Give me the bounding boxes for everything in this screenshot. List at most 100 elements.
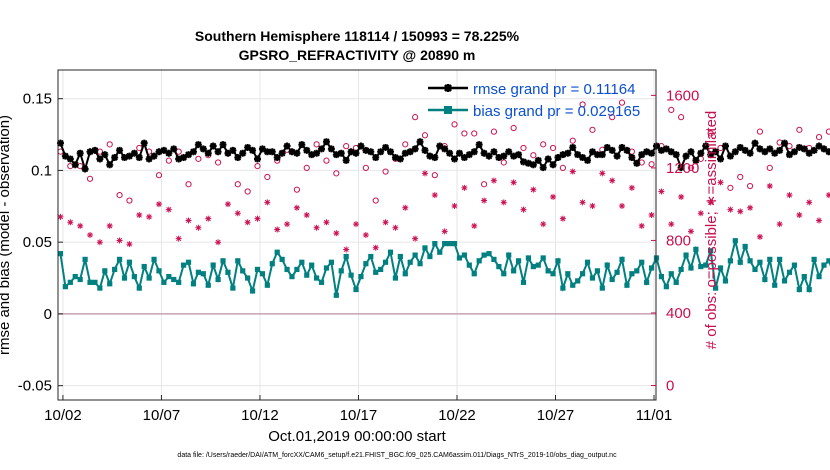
possible-point [746, 182, 754, 190]
bias-point [195, 269, 201, 275]
rmse-point [140, 139, 148, 147]
rmse-point [795, 143, 803, 151]
assimilated-point [195, 224, 202, 231]
rmse-point [214, 148, 222, 156]
bias-point [97, 285, 103, 291]
possible-point [589, 126, 596, 133]
bias-point [703, 262, 709, 268]
assimilated-point [254, 215, 261, 222]
rmse-point [628, 154, 636, 162]
rmse-point [106, 161, 114, 169]
bias-point [634, 268, 640, 274]
assimilated-point [796, 212, 803, 219]
bias-point [609, 276, 615, 283]
rmse-point [761, 148, 769, 156]
rmse-point [332, 151, 340, 159]
rmse-point [273, 154, 281, 162]
possible-point [402, 141, 409, 148]
possible-point [116, 192, 123, 199]
assimilated-point [392, 224, 399, 231]
bias-point [535, 262, 541, 268]
bias-point [781, 278, 788, 284]
rmse-point [598, 151, 606, 159]
rmse-point [672, 151, 680, 159]
possible-point [323, 157, 330, 164]
y-left-tick-label: 0.1 [31, 162, 52, 179]
bias-point [269, 261, 275, 267]
rmse-point [643, 148, 651, 156]
possible-point [372, 197, 379, 204]
assimilated-point [559, 215, 566, 222]
possible-point [106, 141, 113, 148]
rmse-point [470, 148, 478, 156]
bias-point [274, 249, 280, 255]
assimilated-point [303, 212, 310, 219]
bias-point [698, 263, 704, 270]
rmse-point [781, 139, 789, 147]
bias-point [151, 256, 157, 262]
bias-point [688, 265, 694, 271]
rmse-point [588, 148, 596, 156]
assimilated-point [87, 232, 94, 238]
bias-point [619, 256, 625, 262]
bias-point [72, 274, 78, 280]
assimilated-point [687, 228, 694, 235]
bias-point [821, 262, 827, 268]
bias-point [235, 258, 241, 264]
assimilated-point [451, 202, 458, 209]
bias-point [220, 258, 226, 264]
rmse-point [308, 151, 316, 159]
bias-point [333, 292, 339, 298]
bias-point [594, 268, 600, 274]
possible-point [461, 130, 468, 137]
rmse-point [667, 148, 675, 156]
rmse-point [283, 142, 291, 150]
y-axis-right: 0 400 800 1200 1600 [651, 87, 699, 394]
rmse-point [564, 149, 572, 157]
bias-point [614, 269, 620, 275]
rmse-point [623, 146, 631, 154]
rmse-point [771, 149, 779, 157]
bias-point [215, 276, 221, 283]
bias-point [141, 263, 147, 270]
bias-point [530, 263, 536, 270]
assimilated-point [747, 204, 754, 211]
assimilated-point [244, 219, 251, 226]
bias-point [496, 263, 502, 270]
rmse-point [702, 142, 710, 150]
rmse-point [347, 148, 355, 156]
rmse-point [362, 146, 370, 154]
assimilated-point [67, 219, 74, 226]
rmse-point [736, 143, 744, 151]
assimilated-point [481, 197, 488, 204]
rmse-point [66, 155, 74, 163]
rmse-point [411, 145, 419, 153]
x-tick-label: 10/02 [44, 407, 82, 424]
rmse-point [298, 141, 306, 149]
rmse-point [377, 148, 385, 156]
bias-point [358, 274, 364, 280]
possible-point [727, 184, 734, 191]
bias-point [116, 256, 123, 262]
possible-point [234, 181, 241, 188]
bias-point [67, 279, 73, 285]
assimilated-point [274, 226, 281, 233]
y-axis-right-label: # of obs: o=possible; ∗=assimilated [703, 111, 720, 350]
rmse-point [633, 159, 641, 167]
series-bias [57, 238, 830, 298]
bias-point [658, 274, 665, 280]
bias-point [713, 285, 719, 291]
assimilated-point [155, 201, 162, 208]
bias-line [59, 240, 830, 296]
rmse-point [662, 145, 670, 153]
bias-point [412, 252, 418, 258]
rmse-point [189, 148, 197, 156]
bias-point [511, 268, 517, 274]
possible-point [609, 114, 616, 121]
legend-rmse-marker [444, 84, 452, 92]
bias-point [343, 253, 349, 260]
rmse-point [677, 164, 685, 172]
possible-point [421, 132, 429, 139]
rmse-point [776, 146, 784, 154]
y-right-tick-label: 400 [666, 305, 691, 322]
